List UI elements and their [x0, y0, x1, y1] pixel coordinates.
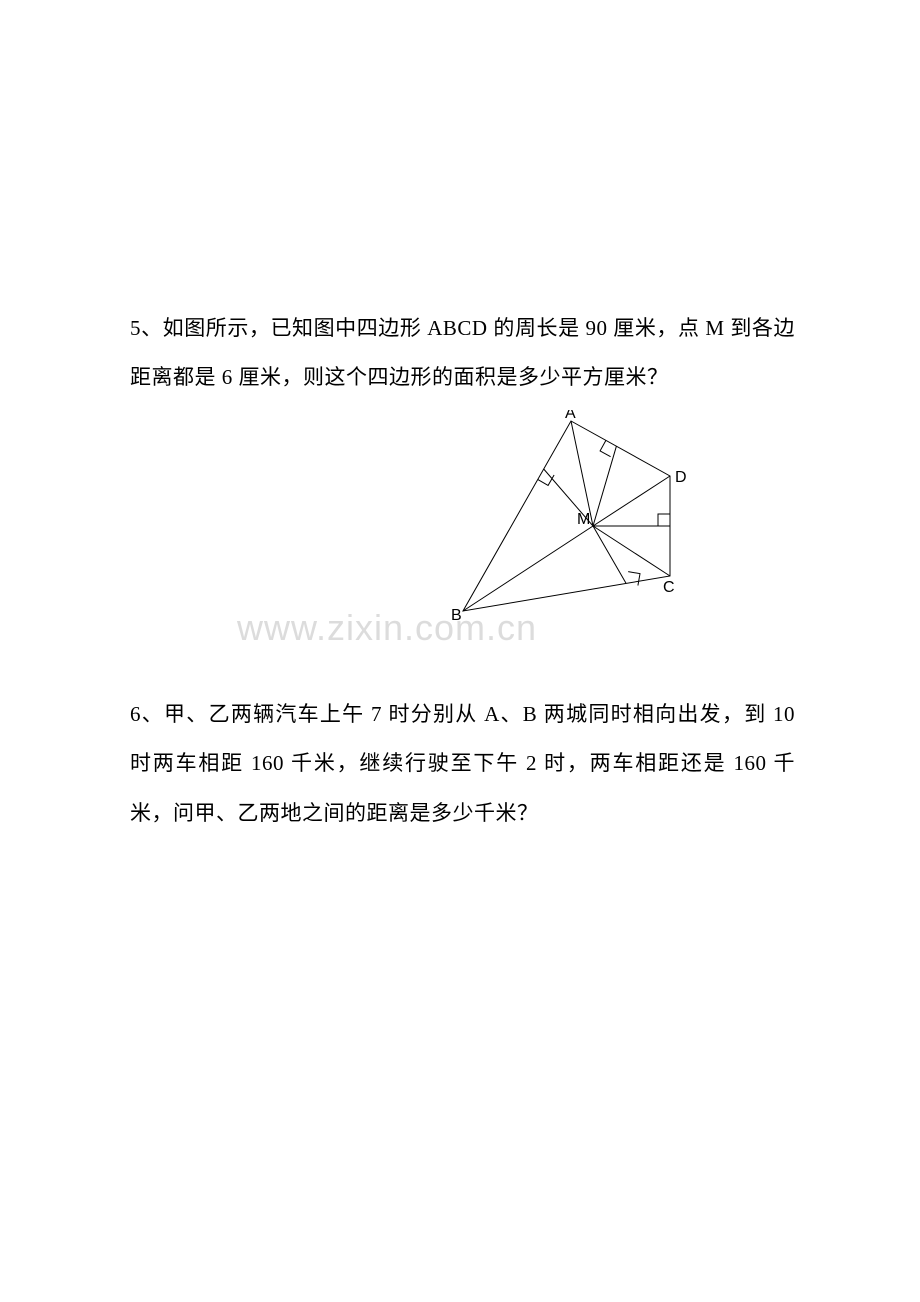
question-6-text: 6、甲、乙两辆汽车上午 7 时分别从 A、B 两城同时相向出发，到 10 时两车…	[130, 690, 795, 838]
question-5-text: 5、如图所示，已知图中四边形 ABCD 的周长是 90 厘米，点 M 到各边距离…	[130, 304, 795, 403]
label-c: C	[663, 579, 675, 596]
label-m: M	[577, 511, 590, 528]
label-d: D	[675, 469, 687, 486]
label-a: A	[565, 410, 576, 422]
watermark-text: www.zixin.com.cn	[237, 607, 537, 649]
geometry-diagram: A B C D M	[445, 410, 705, 630]
